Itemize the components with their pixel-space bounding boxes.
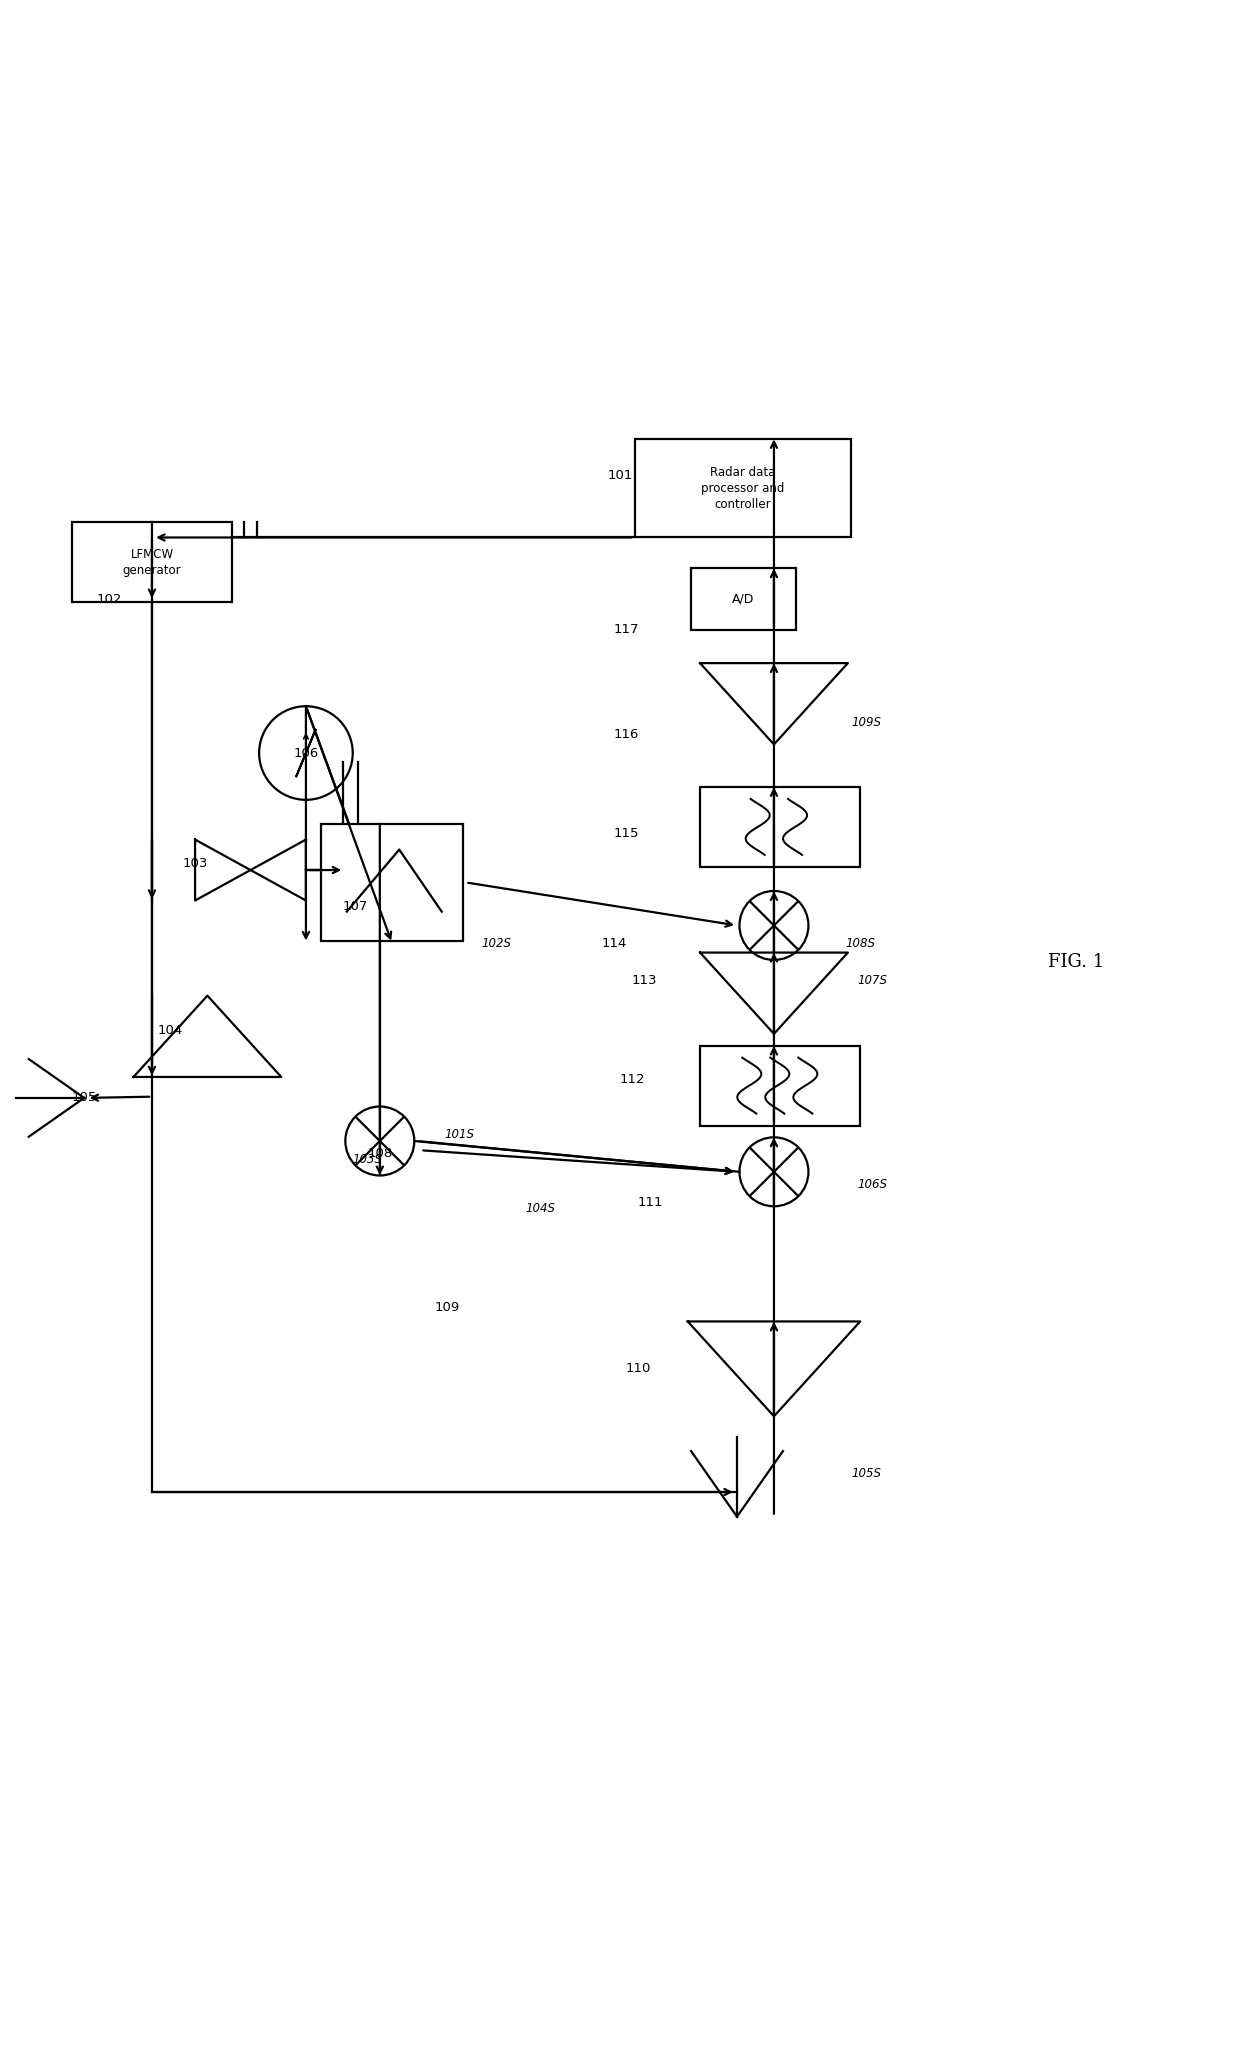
Text: 104S: 104S (525, 1202, 556, 1214)
Text: 109S: 109S (852, 715, 882, 729)
Bar (701, 786, 861, 866)
Text: A/D: A/D (732, 592, 754, 606)
Text: 102S: 102S (482, 938, 512, 950)
Bar (691, 567, 796, 631)
Text: 114: 114 (601, 938, 626, 950)
Text: Radar data
processor and
controller: Radar data processor and controller (702, 465, 785, 510)
Text: 107: 107 (342, 901, 368, 913)
Text: 107S: 107S (858, 975, 888, 987)
Text: 101S: 101S (445, 1128, 475, 1141)
Text: 106: 106 (294, 748, 319, 760)
Text: 101: 101 (608, 469, 632, 483)
Text: 110: 110 (626, 1362, 651, 1376)
Text: 106S: 106S (858, 1178, 888, 1190)
Bar (72, 522, 232, 602)
Text: FIG. 1: FIG. 1 (1048, 954, 1104, 971)
Bar (321, 823, 463, 940)
Text: 117: 117 (614, 623, 639, 637)
Text: 111: 111 (639, 1196, 663, 1208)
Text: LFMCW
generator: LFMCW generator (123, 547, 181, 578)
Text: 109: 109 (435, 1300, 460, 1313)
Text: 103: 103 (182, 858, 208, 870)
Bar (701, 1047, 861, 1126)
Text: 103S: 103S (352, 1153, 382, 1165)
Text: 105S: 105S (852, 1466, 882, 1481)
Text: 115: 115 (614, 827, 639, 840)
Text: 116: 116 (614, 727, 639, 741)
Text: 105: 105 (72, 1092, 97, 1104)
Text: 112: 112 (620, 1073, 645, 1085)
Text: 104: 104 (157, 1024, 184, 1036)
Text: 108: 108 (367, 1147, 392, 1159)
Text: 102: 102 (97, 592, 122, 606)
Text: 108S: 108S (846, 938, 875, 950)
Bar (635, 438, 851, 537)
Text: 113: 113 (632, 975, 657, 987)
